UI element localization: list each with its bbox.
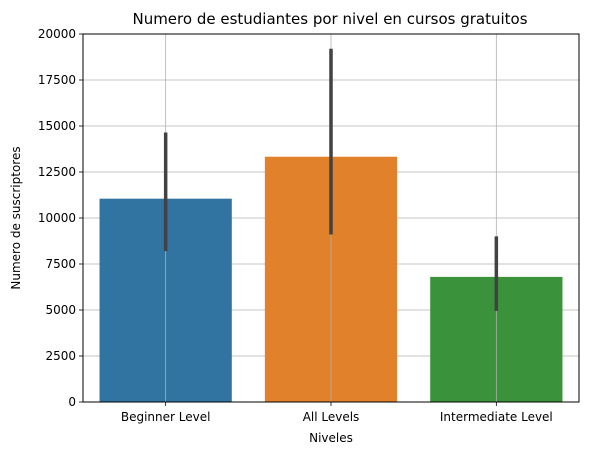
x-axis-ticks: Beginner Level All Levels Intermediate Lev…: [121, 402, 553, 424]
error-bars: [163, 48, 499, 311]
y-tick-label: 2500: [45, 349, 76, 363]
y-tick-label: 7500: [45, 257, 76, 271]
chart-title: Numero de estudiantes por nivel en curso…: [132, 10, 527, 28]
y-tick-label: 20000: [38, 27, 76, 41]
y-tick-label: 15000: [38, 119, 76, 133]
y-axis-label: Numero de suscriptores: [9, 146, 23, 289]
x-tick-label: All Levels: [303, 410, 360, 424]
y-tick-label: 12500: [38, 165, 76, 179]
y-axis-ticks: 0 2500 5000 7500 10000 12500 15000 17500 20000: [38, 27, 83, 409]
y-tick-label: 0: [68, 395, 76, 409]
y-tick-label: 5000: [45, 303, 76, 317]
x-tick-label: Intermediate Level: [440, 410, 553, 424]
y-tick-label: 17500: [38, 73, 76, 87]
x-tick-label: Beginner Level: [121, 410, 211, 424]
x-axis-label: Niveles: [309, 431, 353, 445]
y-tick-label: 10000: [38, 211, 76, 225]
